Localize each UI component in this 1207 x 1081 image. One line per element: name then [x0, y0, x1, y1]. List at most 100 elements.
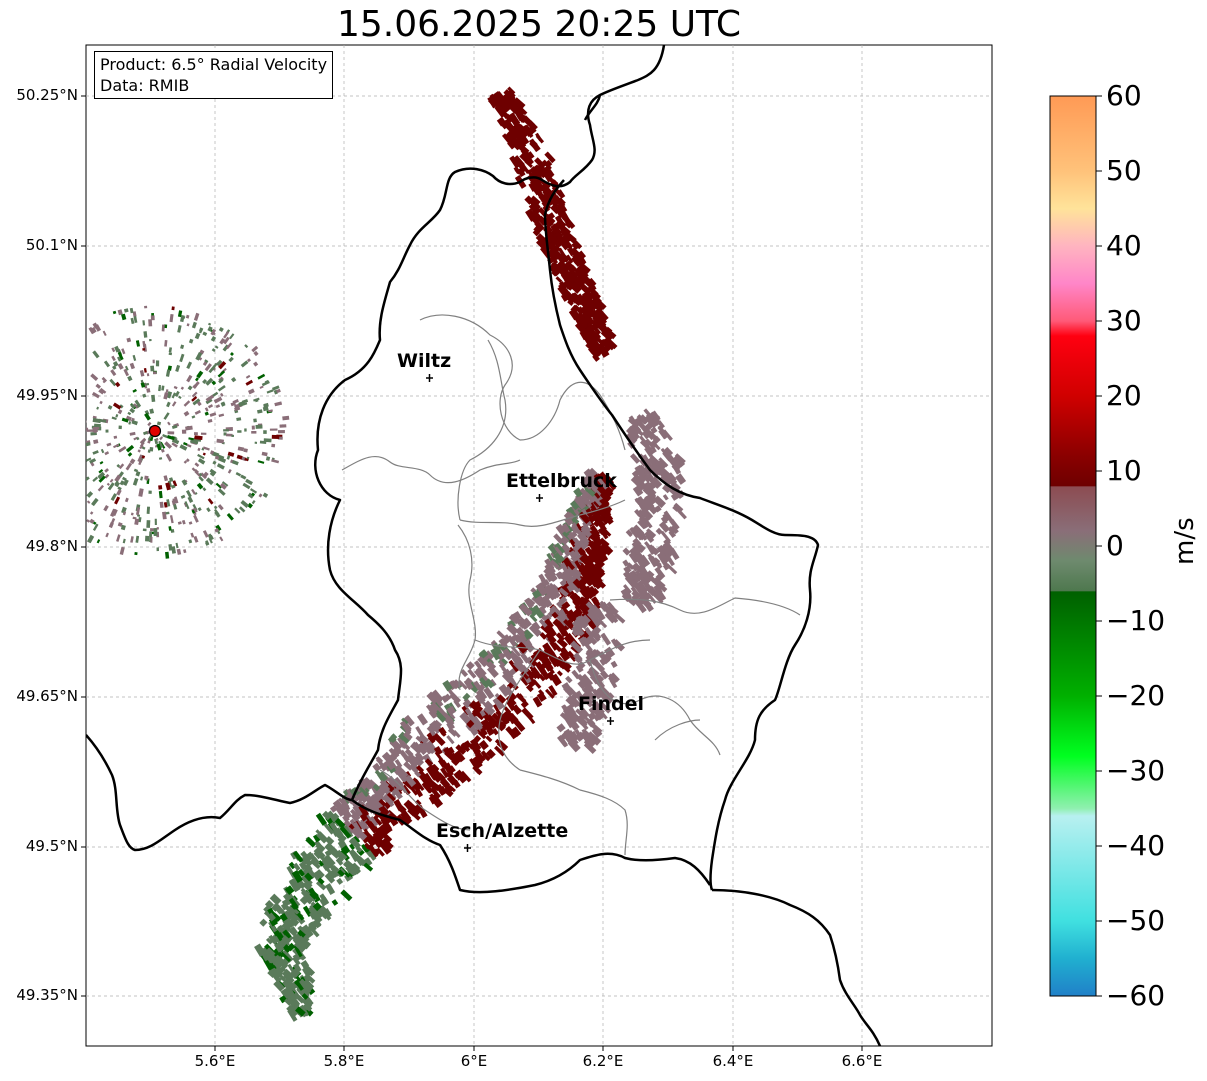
echo-gate — [104, 468, 110, 473]
echo-gate — [483, 704, 496, 717]
echo-gate — [132, 311, 137, 317]
echo-gate — [109, 478, 114, 483]
echo-gate — [556, 253, 567, 265]
echo-gate — [111, 416, 117, 420]
echo-gate — [586, 610, 599, 622]
echo-gate — [288, 929, 297, 937]
echo-gate — [564, 717, 572, 725]
echo-gate — [518, 603, 533, 617]
echo-gate — [167, 365, 172, 371]
echo-gate — [590, 338, 602, 351]
echo-gate — [113, 443, 120, 449]
echo-gate — [524, 597, 533, 607]
echo-gate — [134, 399, 142, 408]
echo-gate — [623, 584, 632, 594]
echo-gate — [245, 478, 253, 486]
echo-gate — [433, 746, 443, 756]
echo-gate — [442, 680, 453, 692]
echo-gate — [291, 870, 304, 884]
echo-gate — [379, 841, 392, 855]
echo-gate — [191, 509, 196, 514]
echo-gate — [210, 328, 217, 336]
colorbar-tick-label: 40 — [1106, 229, 1142, 262]
echo-gate — [150, 528, 154, 532]
echo-gate — [93, 439, 99, 445]
echo-gate — [223, 429, 229, 432]
echo-gate — [292, 956, 301, 966]
echo-gate — [145, 477, 149, 481]
echo-gate — [218, 327, 224, 333]
echo-gate — [176, 548, 182, 555]
echo-gate — [202, 487, 207, 492]
echo-gate — [475, 728, 487, 740]
echo-gate — [118, 471, 124, 478]
echo-gate — [130, 512, 134, 516]
echo-gate — [294, 940, 307, 953]
echo-gate — [642, 572, 653, 583]
echo-gate — [166, 435, 175, 441]
esch-marker — [464, 844, 471, 852]
echo-gate — [264, 900, 275, 910]
echo-gate — [185, 314, 190, 319]
echo-gate — [372, 831, 382, 842]
echo-gate — [178, 395, 182, 400]
echo-gate — [551, 611, 559, 619]
echo-gate — [172, 503, 178, 510]
echo-gate — [593, 625, 602, 634]
echo-gate — [516, 656, 524, 664]
echo-gate — [462, 692, 471, 701]
echo-gate — [630, 579, 641, 590]
echo-gate — [544, 586, 558, 601]
echo-gate — [180, 386, 185, 390]
echo-gate — [303, 895, 314, 905]
echo-gate — [676, 508, 687, 520]
echo-gate — [151, 394, 156, 402]
echo-gate — [542, 166, 554, 180]
echo-gate — [267, 907, 275, 916]
echo-gate — [449, 692, 462, 704]
echo-gate — [247, 492, 255, 499]
echo-gate — [137, 454, 144, 463]
echo-gate — [268, 409, 273, 413]
echo-gate — [150, 365, 155, 372]
echo-gate — [504, 96, 515, 108]
echo-gate — [399, 749, 410, 761]
echo-gate — [644, 530, 655, 541]
echo-gate — [608, 675, 617, 685]
echo-gate — [462, 700, 471, 709]
echo-gate — [265, 937, 273, 945]
echo-gate — [143, 331, 148, 338]
echo-gate — [518, 664, 529, 675]
echo-gate — [500, 715, 510, 726]
echo-gate — [340, 801, 350, 811]
echo-gate — [602, 344, 611, 353]
echo-gate — [98, 468, 104, 474]
echo-gate — [562, 661, 572, 672]
echo-gate — [547, 626, 557, 638]
echo-gate — [505, 130, 516, 141]
colorbar-tick-label: 20 — [1106, 379, 1142, 412]
echo-gate — [287, 963, 295, 973]
echo-gate — [478, 677, 490, 689]
echo-gate — [237, 446, 245, 452]
echo-gate — [515, 692, 527, 704]
echo-gate — [192, 398, 200, 405]
echo-gate — [560, 583, 574, 598]
echo-gate — [574, 690, 586, 704]
echo-gate — [566, 254, 574, 264]
echo-gate — [99, 387, 107, 394]
echo-gate — [278, 430, 285, 434]
echo-gate — [160, 448, 165, 453]
echo-gate — [86, 484, 87, 492]
echo-gate — [288, 897, 299, 910]
echo-gate — [524, 127, 534, 138]
echo-gate — [518, 107, 527, 116]
echo-gate — [634, 464, 645, 477]
echo-gate — [393, 799, 404, 812]
echo-gate — [664, 553, 675, 567]
velocity-echoes — [86, 86, 687, 1022]
echo-gate — [561, 569, 572, 580]
echo-gate — [638, 515, 649, 525]
echo-gate — [537, 583, 545, 591]
echo-gate — [403, 714, 415, 727]
